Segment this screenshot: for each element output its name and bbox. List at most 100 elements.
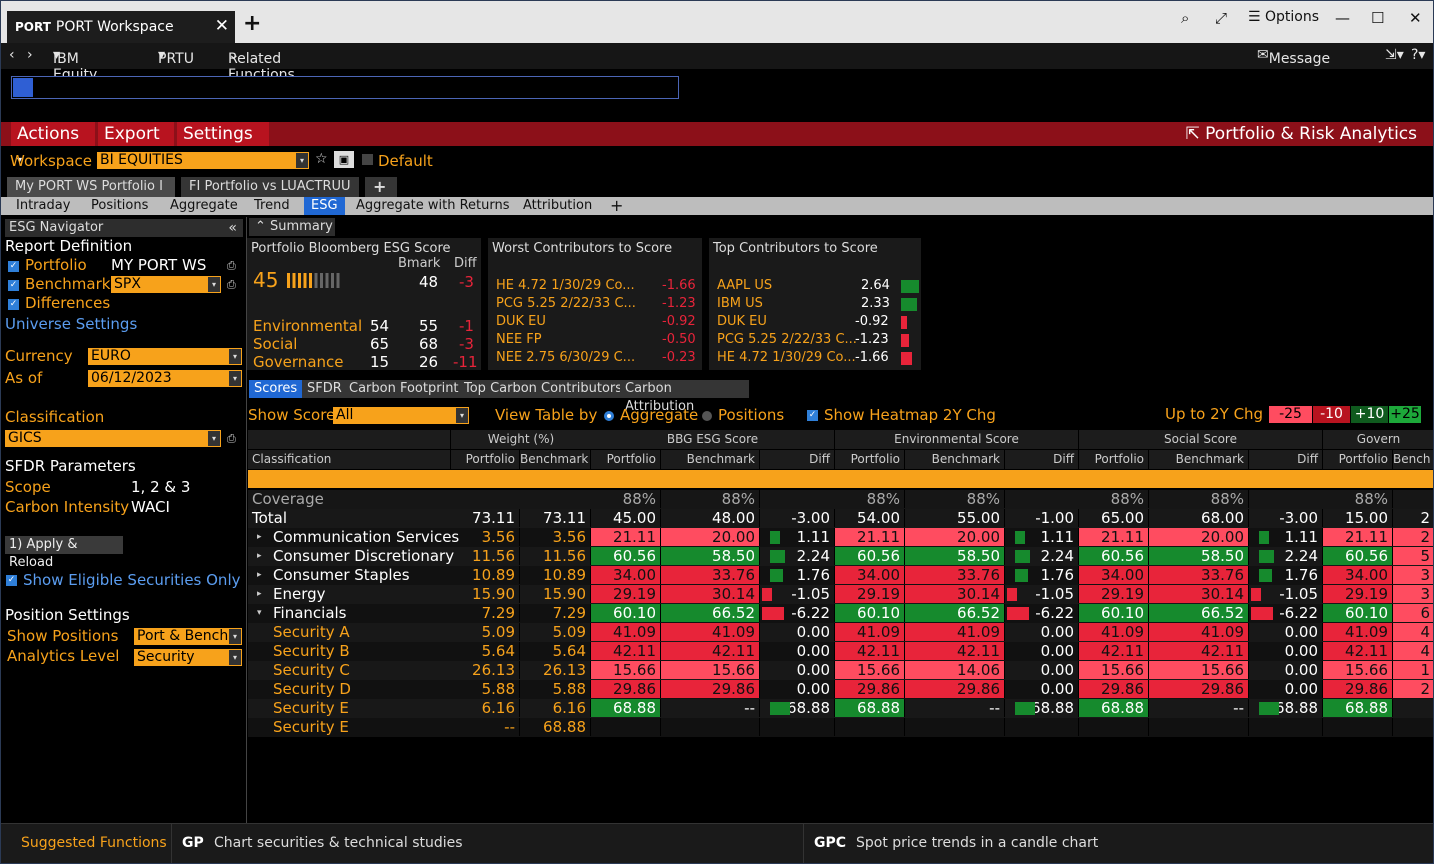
worst-row-name[interactable]: DUK EU <box>496 314 546 329</box>
table-row[interactable]: Security E -- 68.88 <box>248 718 1433 737</box>
suggestion-gpc[interactable]: GPC Spot price trends in a candle chart <box>803 824 1433 863</box>
table-row[interactable]: Security C 26.13 26.13 15.66 15.66 0.00 15.66 1… <box>248 661 1433 680</box>
export-icon[interactable]: ⇲▾ <box>1385 47 1404 63</box>
app-title[interactable]: ⇱ Portfolio & Risk Analytics <box>1185 124 1418 144</box>
worst-row-name[interactable]: NEE 2.75 6/30/29 C... <box>496 350 636 365</box>
table-row[interactable]: ▸ Consumer Discretionary 11.56 11.56 60.56 58… <box>248 547 1433 566</box>
column-header[interactable]: Benchmark <box>520 450 591 469</box>
portfolio-lookup-icon[interactable]: ⎙ <box>227 259 236 272</box>
column-header[interactable]: Classification <box>248 450 451 469</box>
worst-row-name[interactable]: HE 4.72 1/30/29 Co... <box>496 278 635 293</box>
positions-radio[interactable] <box>702 411 712 421</box>
table-row[interactable]: ▸ Energy 15.90 15.90 29.19 30.14 -1.05 29.19 30.… <box>248 585 1433 604</box>
ws-tab-0[interactable]: My PORT WS Portfolio I <box>7 177 175 197</box>
heatmap-checkbox[interactable]: ✓ <box>807 410 818 421</box>
benchmark-select[interactable]: SPX ▾ <box>111 276 221 293</box>
benchmark-checkbox[interactable]: ✓ <box>8 280 19 291</box>
chevron-down-icon[interactable]: ▾ <box>257 608 262 618</box>
table-row[interactable]: ▾ Financials 7.29 7.29 60.10 66.52 -6.22 60.10 6… <box>248 604 1433 623</box>
eligible-checkbox[interactable]: ✓ <box>6 575 17 586</box>
expand-icon[interactable]: ⤢ <box>1215 9 1228 27</box>
summary-toggle[interactable]: ⌃ Summary <box>249 218 335 236</box>
table-row[interactable]: ▸ Consumer Staples 10.89 10.89 34.00 33.76 1.7… <box>248 566 1433 585</box>
tab-carbon-attribution[interactable]: Carbon Attribution <box>620 380 749 414</box>
tab-intraday[interactable]: Intraday <box>16 198 71 213</box>
tab-aggregate-returns[interactable]: Aggregate with Returns <box>356 198 510 213</box>
classification-lookup-icon[interactable]: ⎙ <box>227 432 236 445</box>
add-ws-tab-icon[interactable]: + <box>365 177 397 197</box>
tab-aggregate[interactable]: Aggregate <box>170 198 238 213</box>
command-input[interactable] <box>11 76 679 99</box>
table-row[interactable]: Security E 6.16 6.16 68.88 -- 68.88 68.88 -- 68.… <box>248 699 1433 718</box>
column-header[interactable]: Portfolio <box>1079 450 1149 469</box>
classification-select[interactable]: GICS ▾ <box>5 430 221 447</box>
tab-sfdr[interactable]: SFDR <box>302 380 347 398</box>
filter-row[interactable] <box>248 470 1433 488</box>
message-button[interactable]: ✉ Message <box>1257 47 1331 67</box>
tab-attribution[interactable]: Attribution <box>523 198 593 213</box>
chevron-right-icon[interactable]: ▸ <box>257 532 262 542</box>
chevron-right-icon[interactable]: ▸ <box>257 570 262 580</box>
universe-settings-link[interactable]: Universe Settings <box>5 315 138 333</box>
suggestion-gp[interactable]: GP Chart securities & technical studies <box>171 824 801 863</box>
column-header[interactable]: Portfolio <box>591 450 661 469</box>
tab-trend[interactable]: Trend <box>254 198 290 213</box>
asof-input[interactable]: 06/12/2023 ▾ <box>88 370 242 387</box>
worst-row-name[interactable]: NEE FP <box>496 332 542 347</box>
workspace-tab[interactable]: PORT PORT Workspace ✕ <box>7 11 235 43</box>
currency-select[interactable]: EURO ▾ <box>88 348 242 365</box>
chevron-right-icon[interactable]: ▸ <box>257 551 262 561</box>
table-row[interactable]: Security A 5.09 5.09 41.09 41.09 0.00 41.09 41.… <box>248 623 1433 642</box>
table-row[interactable]: ▸ Communication Services 3.56 3.56 21.11 20.0… <box>248 528 1433 547</box>
apply-reload-button[interactable]: 1) Apply & Reload <box>5 536 123 570</box>
close-icon[interactable]: ✕ <box>214 16 229 36</box>
top-row-name[interactable]: AAPL US <box>717 278 773 293</box>
column-header[interactable]: Benchmark <box>661 450 760 469</box>
options-menu[interactable]: ☰ Options <box>1248 9 1320 25</box>
help-icon[interactable]: ?▾ <box>1411 47 1426 63</box>
workspace-select[interactable]: BI EQUITIES ▾ <box>97 152 309 169</box>
security-selector[interactable]: IBM Equity ▾ <box>53 47 98 83</box>
column-header[interactable]: Portfolio <box>451 450 520 469</box>
add-subtab-icon[interactable]: + <box>610 196 624 215</box>
column-header[interactable]: Diff <box>1249 450 1323 469</box>
portfolio-checkbox[interactable]: ✓ <box>8 261 19 272</box>
function-selector[interactable]: PRTU ▾ <box>158 47 194 67</box>
column-header[interactable]: Benchmark <box>1149 450 1249 469</box>
top-row-name[interactable]: IBM US <box>717 296 763 311</box>
column-header[interactable]: Portfolio <box>1323 450 1393 469</box>
show-positions-select[interactable]: Port & Bench ▾ <box>134 628 242 645</box>
settings-menu[interactable]: Settings ▾ <box>177 122 269 166</box>
worst-row-name[interactable]: PCG 5.25 2/22/33 C... <box>496 296 636 311</box>
tab-carbon-footprint[interactable]: Carbon Footprint <box>344 380 464 398</box>
forward-icon[interactable]: › <box>27 47 33 63</box>
analytics-level-select[interactable]: Security ▾ <box>134 649 242 666</box>
related-functions-menu[interactable]: Related Functions Menu ⌄ <box>228 47 295 99</box>
table-row[interactable]: Security D 5.88 5.88 29.86 29.86 0.00 29.86 29.… <box>248 680 1433 699</box>
collapse-icon[interactable]: « <box>228 220 237 236</box>
table-row[interactable]: Total 73.11 73.11 45.00 48.00 -3.00 54.00 55.00… <box>248 509 1433 528</box>
differences-checkbox[interactable]: ✓ <box>8 299 19 310</box>
save-icon[interactable]: ▣ <box>334 151 354 168</box>
star-icon[interactable]: ☆ <box>315 151 328 167</box>
export-menu[interactable]: Export ▾ <box>98 122 174 166</box>
tab-positions[interactable]: Positions <box>91 198 149 213</box>
back-icon[interactable]: ‹ <box>9 47 15 63</box>
minimize-icon[interactable]: — <box>1335 9 1350 27</box>
chevron-right-icon[interactable]: ▸ <box>257 589 262 599</box>
add-tab-icon[interactable]: + <box>243 11 262 36</box>
top-row-name[interactable]: HE 4.72 1/30/29 Co... <box>717 350 856 365</box>
tab-scores[interactable]: Scores <box>249 380 303 398</box>
table-row[interactable]: Security B 5.64 5.64 42.11 42.11 0.00 42.11 42.… <box>248 642 1433 661</box>
column-header[interactable]: Bench <box>1393 450 1433 469</box>
search-icon[interactable]: ⌕ <box>1181 9 1190 27</box>
tab-esg[interactable]: ESG <box>304 197 345 215</box>
column-header[interactable]: Benchmark <box>905 450 1005 469</box>
top-row-name[interactable]: DUK EU <box>717 314 767 329</box>
top-row-name[interactable]: PCG 5.25 2/22/33 C... <box>717 332 857 347</box>
tab-top-carbon[interactable]: Top Carbon Contributors <box>459 380 628 398</box>
column-header[interactable]: Portfolio <box>835 450 905 469</box>
benchmark-lookup-icon[interactable]: ⎙ <box>227 278 236 291</box>
window-close-icon[interactable]: ✕ <box>1409 9 1422 27</box>
ws-tab-1[interactable]: FI Portfolio vs LUACTRUU <box>181 177 359 197</box>
